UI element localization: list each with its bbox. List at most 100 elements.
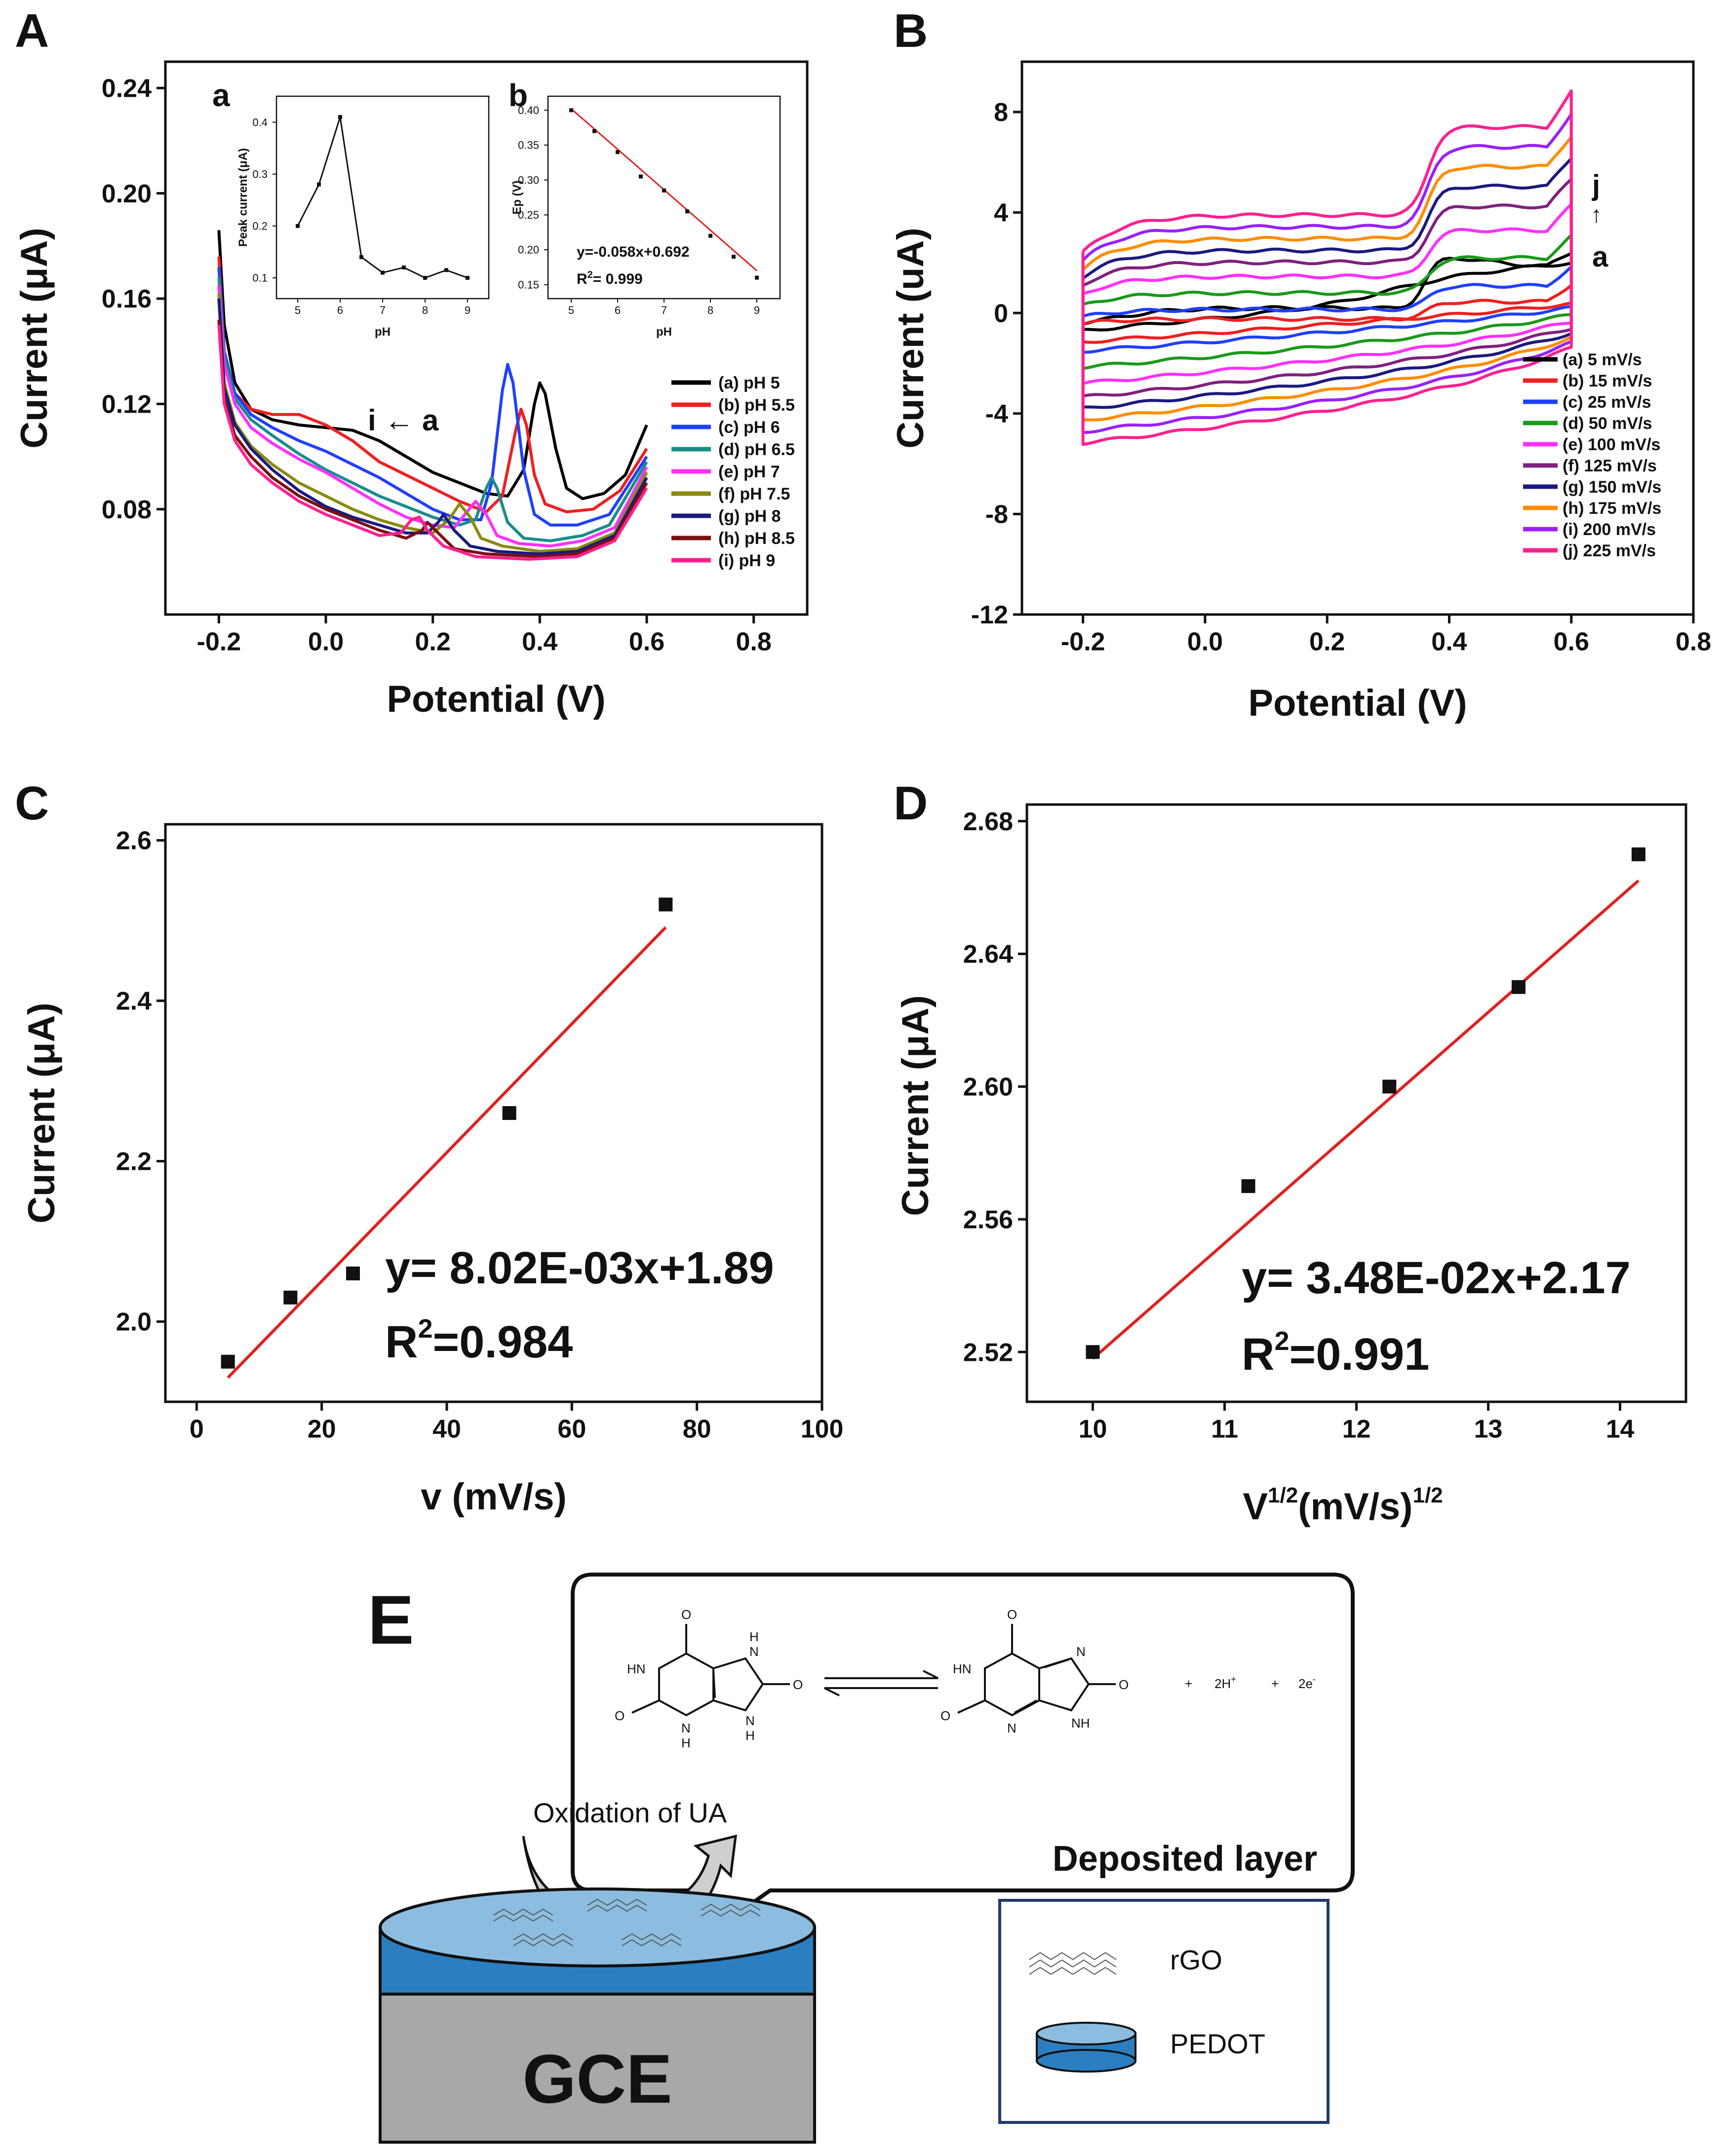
chart-a-xtick-label: 0.8 <box>736 628 772 656</box>
chart-a-series-line <box>217 325 648 561</box>
chart-a-series-line <box>217 319 648 558</box>
inset-b-point <box>639 174 643 179</box>
inset-a-point <box>466 275 470 280</box>
atom2-n-bottom: N <box>1007 1721 1017 1735</box>
legend-pedot: PEDOT <box>1036 2022 1265 2073</box>
equilibrium-arrows <box>824 1670 939 1696</box>
chart-d-xlabel: V1/2(mV/s)1/2 <box>1243 1483 1443 1528</box>
inset-a-xlabel: pH <box>375 325 391 339</box>
chart-c-ytick-label: 2.2 <box>116 1148 152 1176</box>
chart-c-point <box>659 897 673 912</box>
chart-c-ylabel: Current (μA) <box>21 1002 63 1224</box>
atom-o-left: O <box>615 1708 625 1723</box>
inset-a-label: a <box>212 77 230 113</box>
chart-b-xlabel: Potential (V) <box>1248 682 1467 724</box>
oxidation-label: Oxidation of UA <box>533 1797 727 1828</box>
inset-b-xlabel: pH <box>656 325 672 339</box>
chart-b-ytick-label: 4 <box>994 199 1008 228</box>
chart-d-ylabel: Current (μA) <box>895 995 937 1216</box>
inset-a-point <box>444 268 448 272</box>
chart-a-series-line <box>217 256 648 513</box>
inset-a-ytick-label: 0.4 <box>252 116 268 128</box>
atom-h-top-right: H <box>749 1629 759 1644</box>
chart-a-xtick-label: -0.2 <box>197 628 241 656</box>
chart-c-fit-line <box>227 926 667 1379</box>
chart-b-ytick-label: 8 <box>994 98 1008 127</box>
inset-b-r2-value: = 0.999 <box>593 271 643 287</box>
atom2-o-right: O <box>1119 1677 1129 1692</box>
chart-c-point <box>346 1267 360 1280</box>
chart-a-ytick-label: 0.16 <box>102 285 152 313</box>
inset-b-point <box>708 233 712 238</box>
inset-a-ytick-label: 0.3 <box>252 168 268 180</box>
chart-b-legend-label: (f) 125 mV/s <box>1563 457 1657 475</box>
chart-d-xlabel-mid: (mV/s) <box>1298 1486 1412 1528</box>
inset-b-frame <box>547 95 781 300</box>
atom-n-bottom-right: N <box>745 1713 755 1728</box>
reaction-products: + 2H+ + 2e- <box>1185 1674 1316 1691</box>
atom2-n-top-right: N <box>1076 1644 1086 1659</box>
chart-a-legend: (a) pH 5 (b) pH 5.5 (c) pH 6 (d) pH 6.5 (e) … <box>671 374 795 570</box>
chart-b-legend-label: (i) 200 mV/s <box>1563 520 1656 539</box>
chart-c-ytick-label: 2.6 <box>116 827 152 855</box>
inset-b-xtick-label: 5 <box>568 304 574 316</box>
chart-a-series-line <box>217 230 648 500</box>
panel-label-d: D <box>894 777 928 830</box>
chart-d-xtick-label: 10 <box>1079 1415 1107 1444</box>
chart-b-xtick-label: 0.4 <box>1431 628 1467 656</box>
chart-b-xtick-label: 0.0 <box>1187 628 1223 656</box>
inset-a-ytick-label: 0.1 <box>252 272 268 284</box>
inset-b-point <box>732 255 736 259</box>
inset-b-r2-sup: 2 <box>587 270 593 280</box>
legend-rgo: rGO <box>1029 1944 1222 1975</box>
chart-d-point <box>1086 1345 1100 1359</box>
inset-b-ytick-label: 0.30 <box>518 174 539 186</box>
chart-d-ytick-label: 2.68 <box>963 808 1013 836</box>
electrode: GCE <box>379 1887 816 2144</box>
chart-b-legend: (a) 5 mV/s (b) 15 mV/s (c) 25 mV/s (d) 50 m… <box>1523 350 1661 560</box>
chart-b-legend-label: (a) 5 mV/s <box>1563 350 1642 369</box>
chart-a-ytick-label: 0.24 <box>102 75 152 103</box>
inset-a-xtick-label: 5 <box>295 304 301 316</box>
oxidized-atoms: O HN O N N O NH <box>940 1607 1129 1735</box>
panel-label-c: C <box>15 777 49 830</box>
chart-a-legend-label: (b) pH 5.5 <box>718 396 795 415</box>
inset-a-xtick-label: 6 <box>337 304 343 316</box>
inset-b-point <box>662 188 666 192</box>
inset-b-xtick-label: 8 <box>707 304 713 316</box>
chart-c-equation: y= 8.02E-03x+1.89 <box>385 1243 774 1293</box>
chart-d-point <box>1241 1179 1255 1194</box>
inset-b-point <box>569 108 573 113</box>
panel-label-b: B <box>894 4 928 57</box>
electron-term: 2e- <box>1298 1674 1316 1691</box>
chart-d-point <box>1631 847 1645 861</box>
inset-b-ytick-label: 0.25 <box>518 209 539 221</box>
chart-a-legend-label: (f) pH 7.5 <box>718 485 790 503</box>
panel-label-a: A <box>15 4 49 57</box>
inset-b-xtick-label: 6 <box>615 304 621 316</box>
chart-a-ylabel: Current (μA) <box>13 228 55 449</box>
chart-d-ytick-label: 2.56 <box>963 1205 1013 1234</box>
chart-b-annotation-a: a <box>1592 241 1608 273</box>
chart-b-xtick-label: -0.2 <box>1061 628 1105 656</box>
inset-b-ytick-label: 0.15 <box>518 278 539 291</box>
chart-b-ytick-label: -12 <box>971 601 1008 629</box>
atom2-o-top: O <box>1007 1607 1017 1622</box>
chart-d: 10 11 12 13 142.522.562.602.642.68 V1/2(mV/s… <box>895 803 1687 1528</box>
chart-a-xtick-label: 0.2 <box>415 628 451 656</box>
atom-o-top: O <box>681 1607 691 1622</box>
chart-b-legend-label: (h) 175 mV/s <box>1563 499 1661 518</box>
chart-a-legend-label: (d) pH 6.5 <box>718 440 795 459</box>
chart-c-xtick-label: 100 <box>801 1415 844 1444</box>
chart-b: -0.2 0.0 0.2 0.4 0.6 0.8 -12 -8 -4 0 4 8 Potential … <box>890 60 1711 724</box>
oxidized-structure <box>957 1624 1116 1717</box>
chart-d-fit-line <box>1092 879 1640 1360</box>
inset-a-ylabel: Peak current (μA) <box>236 148 250 247</box>
chart-c-xtick-label: 0 <box>190 1415 204 1444</box>
atom-hn-1: HN <box>627 1661 646 1676</box>
gce-label: GCE <box>522 2040 672 2118</box>
chart-d-xtick-label: 11 <box>1211 1415 1238 1444</box>
inset-b: b 5 6 7 8 9 0.15 0.20 0.25 0.30 0.35 0.40 pH Ep (V… <box>509 77 781 339</box>
inset-b-ytick-label: 0.20 <box>518 244 539 256</box>
atom-n-bottom: N <box>681 1721 691 1735</box>
